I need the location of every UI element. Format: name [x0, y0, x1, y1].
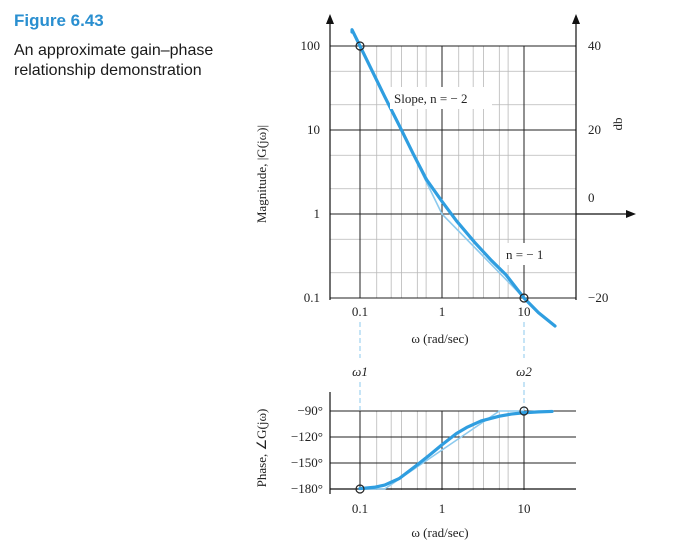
db-y-tick-label: −20	[588, 290, 608, 305]
mag-y-axis-label: Magnitude, |G(jω)|	[254, 125, 269, 223]
db-axis-label: db	[610, 118, 625, 131]
mag-y-tick-label: 100	[301, 38, 321, 53]
db-y-tick-label: 40	[588, 38, 601, 53]
mag-y-tick-label: 0.1	[304, 290, 320, 305]
phase-x-tick-label: 1	[439, 501, 446, 516]
phase-y-tick-label: −180°	[291, 481, 323, 496]
phase-marker-2	[519, 406, 529, 416]
mag-marker-1	[355, 41, 365, 51]
db-y-tick-label: 20	[588, 122, 601, 137]
db-y-tick-label: 0	[588, 190, 595, 205]
mag-x-tick-label: 0.1	[352, 304, 368, 319]
slope-n2-label: Slope, n = − 2	[394, 91, 468, 106]
slope-label-background	[390, 87, 492, 109]
omega2-label: ω2	[516, 364, 532, 379]
phase-marker-1	[355, 484, 365, 494]
phase-x-tick-label: 0.1	[352, 501, 368, 516]
phase-y-tick-label: −90°	[297, 403, 323, 418]
phase-y-tick-label: −150°	[291, 455, 323, 470]
mag-left-axis-arrow	[326, 14, 334, 24]
phase-x-tick-label: 10	[518, 501, 531, 516]
mag-x-tick-label: 10	[518, 304, 531, 319]
mag-curve	[350, 28, 557, 328]
mag-marker-2	[519, 293, 529, 303]
mag-x-tick-label: 1	[439, 304, 446, 319]
phase-y-axis-label: Phase, ∠G(jω)	[254, 409, 269, 488]
slope-n1-label: n = − 1	[506, 247, 543, 262]
mag-right-axis-arrow	[572, 14, 580, 24]
mag-y-tick-label: 10	[307, 122, 320, 137]
mag-y-tick-label: 1	[314, 206, 321, 221]
mag-x-axis-label: ω (rad/sec)	[411, 331, 468, 346]
phase-curve	[358, 409, 554, 491]
phase-x-axis-label: ω (rad/sec)	[411, 525, 468, 540]
phase-asymptote-line	[360, 410, 524, 490]
db-zero-axis-arrow	[626, 210, 636, 218]
figure-caption: An approximate gain–phase relationship d…	[14, 42, 214, 79]
phase-y-tick-label: −120°	[291, 429, 323, 444]
omega1-label: ω1	[352, 364, 368, 379]
figure-number: Figure 6.43	[14, 11, 104, 30]
slope-n1-background	[502, 243, 562, 265]
